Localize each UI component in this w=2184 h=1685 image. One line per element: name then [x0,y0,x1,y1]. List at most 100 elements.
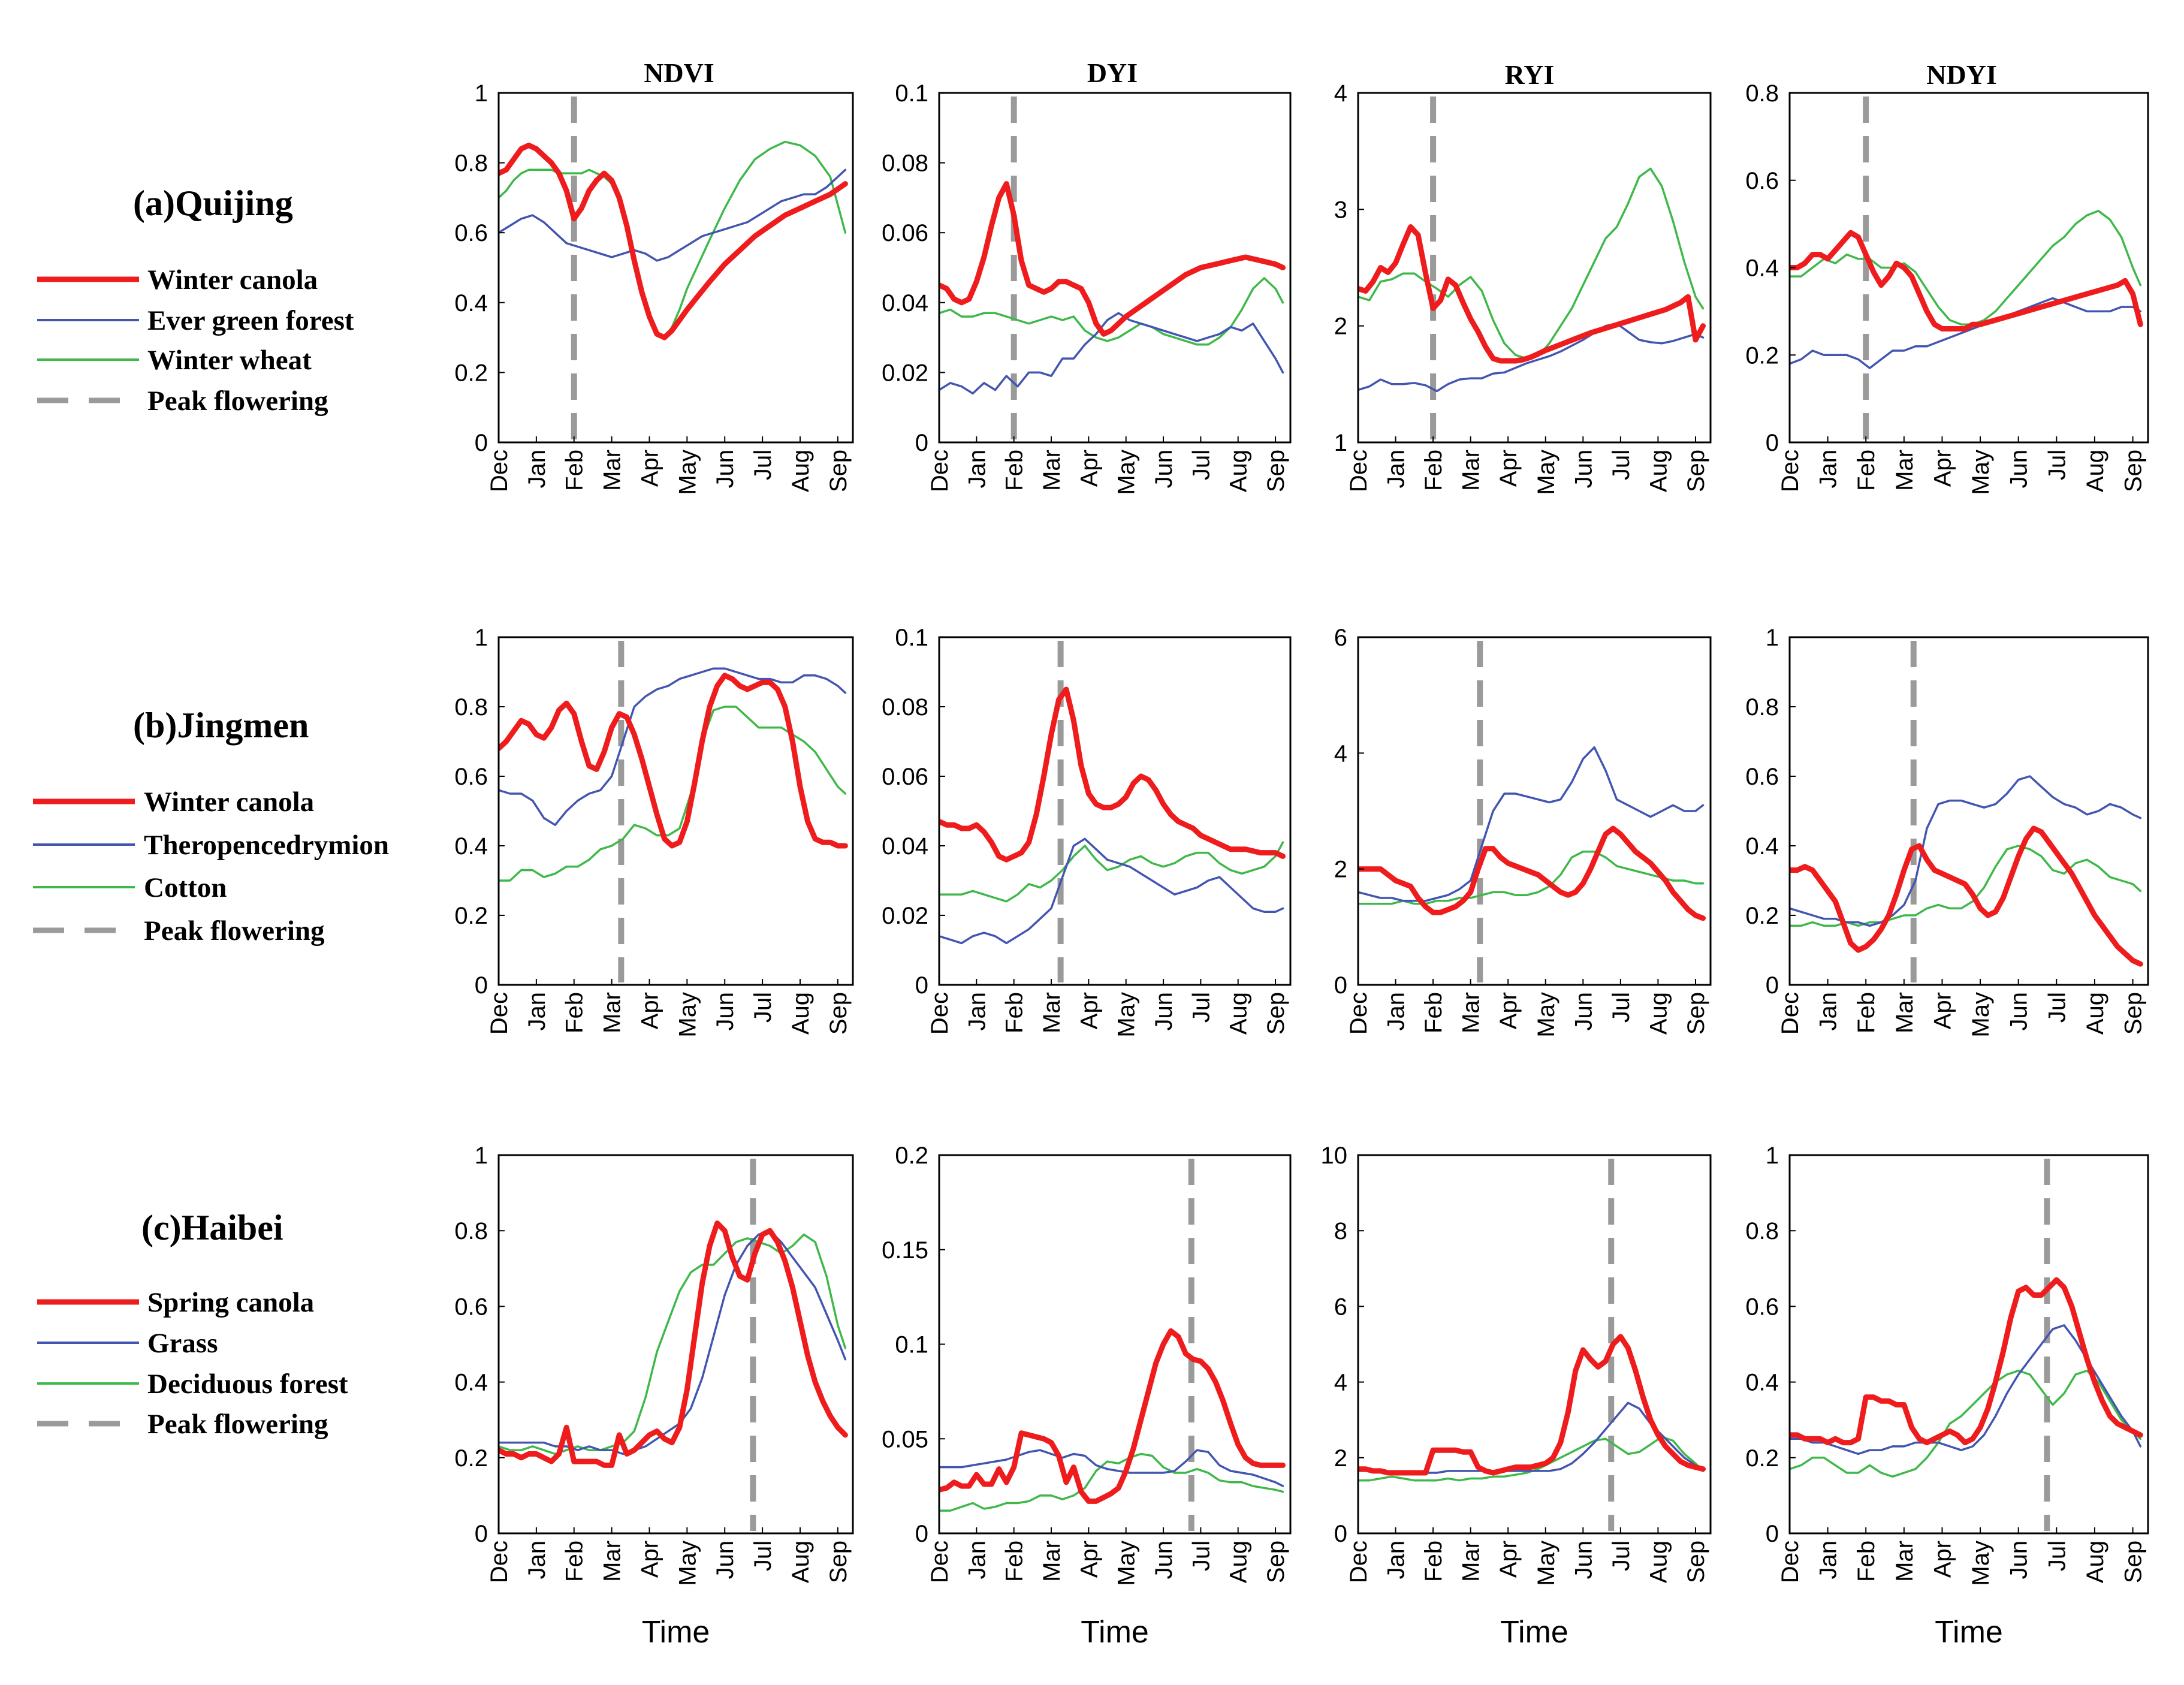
x-tick-label: Sep [1263,450,1289,492]
x-tick-label: Jul [750,1541,776,1571]
chart-panel: 0 0.2 0.4 0.6 0.8 1 Dec Jan Feb Mar Apr May Jun Jul Au… [1745,1143,2149,1650]
series-line-canola [1790,825,2143,967]
x-tick-label: Sep [2120,992,2147,1035]
x-tick-label: Jan [964,1541,990,1580]
chart-panel: 0 0.2 0.4 0.6 0.8 1 Dec Jan Feb Mar Apr May Jun Jul Au… [1745,625,2149,1038]
x-tick-label: Apr [1495,1541,1522,1578]
x-tick-label: Dec [1777,992,1803,1035]
axes-frame [1357,92,1712,444]
x-axis-title: Time [1500,1615,1568,1650]
column-title-ryi: RYI [1505,59,1555,90]
x-tick-label: Apr [1076,450,1102,487]
x-tick-label: Jan [524,1541,550,1580]
axes-frame [938,92,1292,444]
x-tick-label: Jun [1570,992,1597,1031]
series-line-blue [499,1229,847,1455]
y-tick-label: 0.4 [454,290,488,316]
x-tick-label: Jan [1383,1541,1410,1580]
y-tick-label: 6 [1334,1294,1347,1320]
series-line-canola [499,673,848,849]
axes-frame [1788,1154,2149,1535]
x-tick-label: Dec [1346,1541,1372,1583]
x-tick-label: Jul [1188,450,1214,480]
x-tick-label: May [1968,450,1994,495]
x-tick-label: Feb [562,450,588,491]
column-title-dyi: DYI [1087,58,1138,88]
series-line-green [1790,210,2142,325]
x-tick-label: Mar [1892,450,1918,491]
series-line-green [939,841,1284,903]
legend-label: Ever green forest [147,305,354,336]
series-line-blue [1358,322,1705,393]
y-tick-label: 0.2 [1745,342,1779,369]
x-tick-label: Jul [750,992,776,1023]
x-tick-label: May [674,992,701,1038]
legend-label: Winter canola [147,264,318,296]
chart-panel: 0 0.2 0.4 0.6 0.8 1 Dec Jan Feb Mar Apr May Jun Jul Au… [454,625,854,1038]
y-tick-label: 1 [475,1143,488,1169]
x-tick-label: Jan [1815,992,1842,1031]
chart-panel: 0 2 4 6 8 10 Dec Jan Feb Mar Apr May Jun Jul Aug Sep Tim… [1321,1143,1712,1650]
legend-label: Cotton [144,872,227,903]
x-tick-label: Aug [1645,992,1672,1035]
legend-haibei: Spring canola Grass Deciduous forest Pea… [37,1287,348,1440]
x-tick-label: Feb [1853,1541,1880,1582]
chart-panel: 1 2 3 4 Dec Jan Feb Mar Apr May Jun Jul Aug Sep [1334,80,1712,495]
series-line-blue [1790,775,2142,927]
series-line-blue [939,837,1284,945]
y-tick-label: 2 [1334,1445,1347,1472]
y-tick-label: 0 [1766,1521,1779,1547]
y-tick-label: 10 [1321,1143,1348,1169]
series-line-blue [499,667,847,826]
x-tick-label: Sep [1263,1541,1289,1583]
x-tick-label: Dec [1777,1541,1803,1583]
y-tick-label: 0.2 [895,1143,928,1169]
x-tick-label: Dec [1346,450,1372,492]
legend-label: Peak flowering [147,385,328,417]
x-tick-label: Mar [599,450,626,491]
x-tick-label: Mar [1458,1541,1485,1582]
x-tick-label: Sep [825,450,852,492]
x-tick-label: Aug [788,450,814,492]
x-tick-label: Jan [1383,992,1410,1031]
x-axis-title: Time [1081,1615,1149,1650]
x-tick-label: May [1114,450,1140,495]
x-tick-label: Mar [1039,450,1065,491]
y-tick-label: 0.8 [454,1218,488,1244]
x-tick-label: Mar [1458,992,1485,1033]
x-tick-label: Jan [524,450,550,489]
legend-label: Winter wheat [147,345,312,376]
x-tick-label: Dec [486,1541,512,1583]
x-tick-label: Jun [712,992,738,1031]
series-line-canola [939,686,1286,863]
y-tick-label: 0.8 [1745,694,1779,721]
x-tick-label: Sep [2120,1541,2147,1583]
x-tick-label: Jul [1188,1541,1214,1571]
y-tick-label: 0.02 [882,360,928,386]
y-tick-label: 0.8 [1745,80,1779,107]
x-tick-label: Dec [486,992,512,1035]
x-tick-label: May [1533,1541,1559,1586]
legend-label: Theropencedrymion [144,830,389,861]
x-tick-label: Jul [2044,1541,2070,1571]
y-tick-label: 0.4 [454,1370,488,1396]
y-tick-label: 0.05 [882,1426,928,1452]
x-tick-label: Jan [964,450,990,489]
legend-quijing: Winter canola Ever green forest Winter w… [37,264,354,417]
x-tick-label: Jun [1151,1541,1177,1580]
x-tick-label: Jul [2044,450,2070,480]
x-tick-label: Feb [1420,992,1447,1033]
y-tick-label: 0.8 [454,694,488,721]
y-tick-label: 0 [475,430,488,456]
series-line-green [939,1452,1284,1512]
y-tick-label: 4 [1334,1370,1347,1396]
y-tick-label: 0.6 [1745,168,1779,194]
series-line-canola [499,142,848,340]
legend-label: Spring canola [147,1287,314,1318]
x-tick-label: Sep [825,1541,852,1583]
legend-label: Peak flowering [147,1409,328,1440]
x-tick-label: Feb [1001,1541,1028,1582]
y-tick-label: 1 [475,625,488,651]
y-tick-label: 0.1 [895,1332,928,1358]
x-tick-label: Sep [2120,450,2147,492]
